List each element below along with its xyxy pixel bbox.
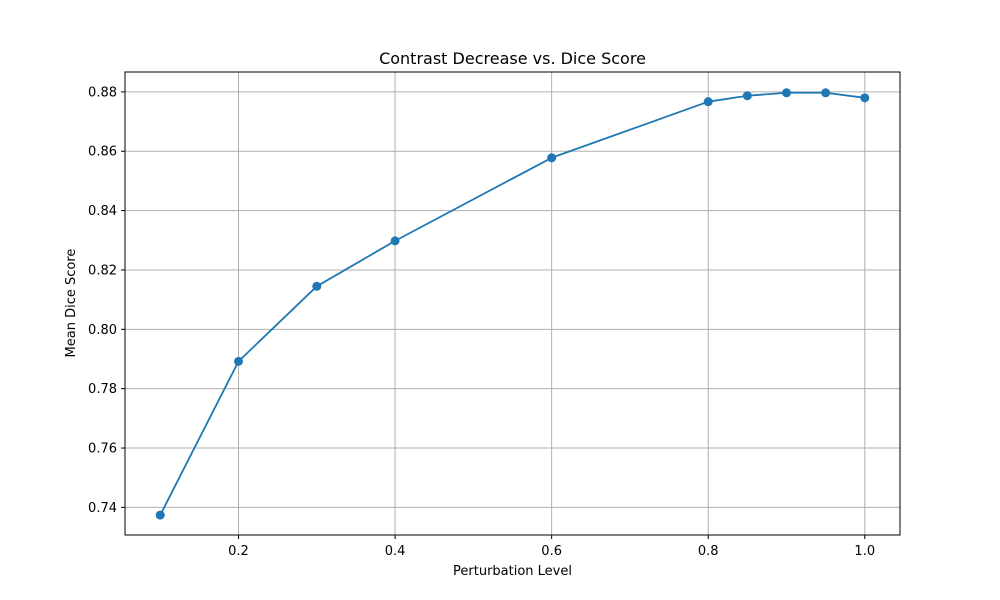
y-tick-label: 0.86 bbox=[88, 145, 117, 160]
data-point-marker bbox=[547, 153, 557, 163]
data-point-marker bbox=[390, 236, 400, 246]
data-point-marker bbox=[155, 510, 165, 520]
y-tick-label: 0.80 bbox=[88, 323, 117, 338]
data-point-marker bbox=[742, 91, 752, 101]
data-point-marker bbox=[821, 88, 831, 98]
data-point-marker bbox=[781, 88, 791, 98]
y-tick-label: 0.82 bbox=[88, 263, 117, 278]
plot-frame bbox=[124, 71, 901, 536]
grid bbox=[125, 72, 900, 535]
x-tick-label: 0.4 bbox=[385, 544, 406, 559]
y-tick-label: 0.78 bbox=[88, 382, 117, 397]
y-axis-title: Mean Dice Score bbox=[64, 249, 79, 358]
y-tick-label: 0.76 bbox=[88, 442, 117, 457]
y-tick-label: 0.84 bbox=[88, 204, 117, 219]
y-tick-label: 0.74 bbox=[88, 501, 117, 516]
series-line bbox=[159, 91, 865, 516]
x-axis-title: Perturbation Level bbox=[453, 564, 572, 579]
series-line-group bbox=[159, 91, 865, 516]
y-axis-ticks: 0.74 0.76 0.78 0.80 0.82 0.84 0.86 0.88 bbox=[88, 85, 125, 516]
x-tick-label: 1.0 bbox=[854, 544, 875, 559]
marker-group bbox=[155, 88, 870, 520]
data-point-marker bbox=[312, 281, 322, 291]
x-tick-label: 0.8 bbox=[698, 544, 719, 559]
x-axis-ticks: 0.2 0.4 0.6 0.8 1.0 bbox=[228, 535, 875, 559]
data-point-marker bbox=[860, 93, 870, 103]
chart-title: Contrast Decrease vs. Dice Score bbox=[379, 49, 646, 68]
x-tick-label: 0.6 bbox=[541, 544, 562, 559]
y-tick-label: 0.88 bbox=[88, 85, 117, 100]
data-point-marker bbox=[234, 356, 244, 366]
data-point-marker bbox=[703, 97, 713, 107]
x-tick-label: 0.2 bbox=[228, 544, 249, 559]
